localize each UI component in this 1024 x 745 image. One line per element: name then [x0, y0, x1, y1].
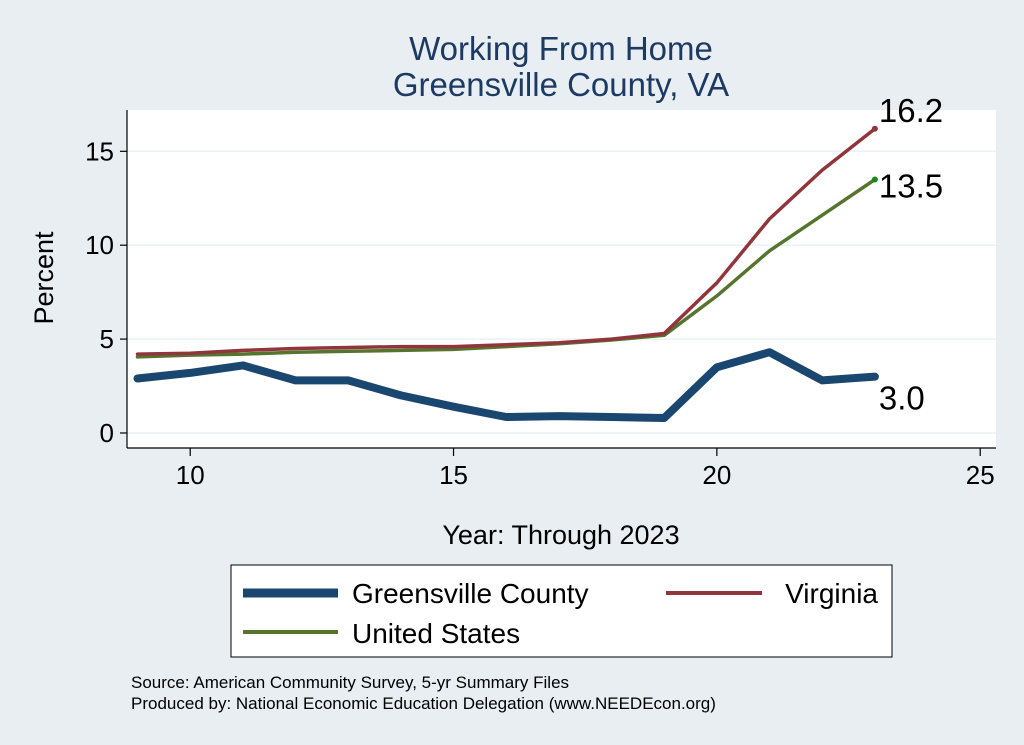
- x-tick-label-2: 20: [702, 460, 731, 490]
- end-label-virginia: 16.2: [879, 92, 943, 129]
- x-tick-label-0: 10: [176, 460, 205, 490]
- y-axis-label: Percent: [29, 231, 59, 325]
- legend-label-greensville: Greensville County: [352, 578, 589, 609]
- legend-label-virginia: Virginia: [785, 578, 878, 609]
- axes: 0 5 10 15 10 15 20 25: [85, 110, 996, 490]
- y-tick-label-2: 10: [85, 230, 114, 260]
- series-group: [133, 127, 879, 422]
- plot-area: [127, 110, 996, 448]
- produced-by-note: Produced by: National Economic Education…: [131, 694, 716, 713]
- source-note: Source: American Community Survey, 5-yr …: [131, 673, 569, 692]
- y-tick-label-1: 5: [100, 324, 114, 354]
- grid: [127, 150, 996, 434]
- end-label-united-states: 13.5: [879, 167, 943, 204]
- series-line-united-states: [135, 177, 877, 359]
- end-marker-virginia: [871, 125, 878, 132]
- end-marker-united-states: [871, 176, 878, 183]
- chart-title: Working From Home: [409, 30, 713, 67]
- series-line-greensville-county: [133, 348, 879, 422]
- legend-label-united-states: United States: [352, 618, 520, 649]
- end-marker-greensville-county: [871, 373, 878, 380]
- y-tick-label-3: 15: [85, 136, 114, 166]
- legend: Greensville County Virginia United State…: [230, 564, 893, 658]
- chart-subtitle: Greensville County, VA: [393, 66, 729, 103]
- x-axis-label: Year: Through 2023: [442, 520, 679, 550]
- y-tick-label-0: 0: [100, 418, 114, 448]
- legend-box: [230, 564, 893, 658]
- x-tick-label-3: 25: [966, 460, 995, 490]
- end-label-greensville-county: 3.0: [879, 380, 925, 417]
- end-labels: 3.0 16.2 13.5: [871, 92, 943, 417]
- series-line-virginia: [135, 127, 877, 356]
- x-tick-label-1: 15: [439, 460, 468, 490]
